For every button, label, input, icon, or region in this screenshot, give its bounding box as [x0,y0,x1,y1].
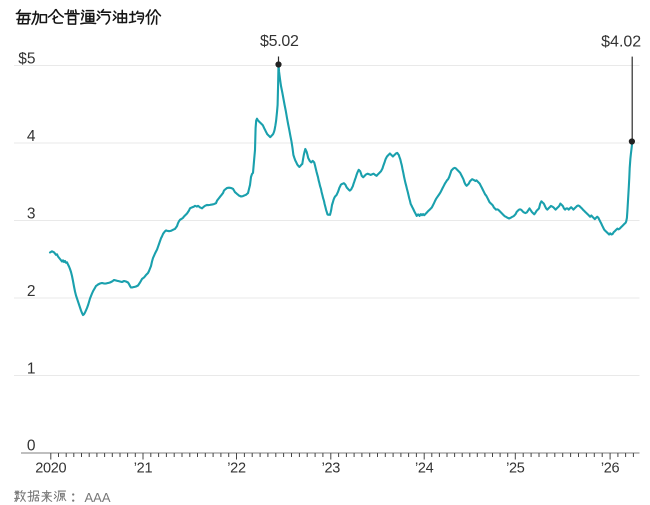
svg-text:0: 0 [27,438,36,455]
svg-text:3: 3 [27,206,36,223]
svg-text:’26: ’26 [601,461,620,477]
svg-text:’22: ’22 [227,461,246,477]
svg-text:$5.02: $5.02 [260,33,299,50]
svg-text:AAA: AAA [85,490,111,505]
svg-text:2: 2 [27,283,36,300]
svg-text:$5: $5 [18,51,35,68]
svg-text:4: 4 [27,128,36,145]
svg-text:2020: 2020 [35,461,66,477]
svg-text:1: 1 [27,361,36,378]
svg-text:$4.02: $4.02 [601,33,641,50]
svg-text:’24: ’24 [415,461,434,477]
svg-text:’23: ’23 [322,461,341,477]
svg-text:’21: ’21 [134,461,153,477]
svg-text:’25: ’25 [506,461,525,477]
